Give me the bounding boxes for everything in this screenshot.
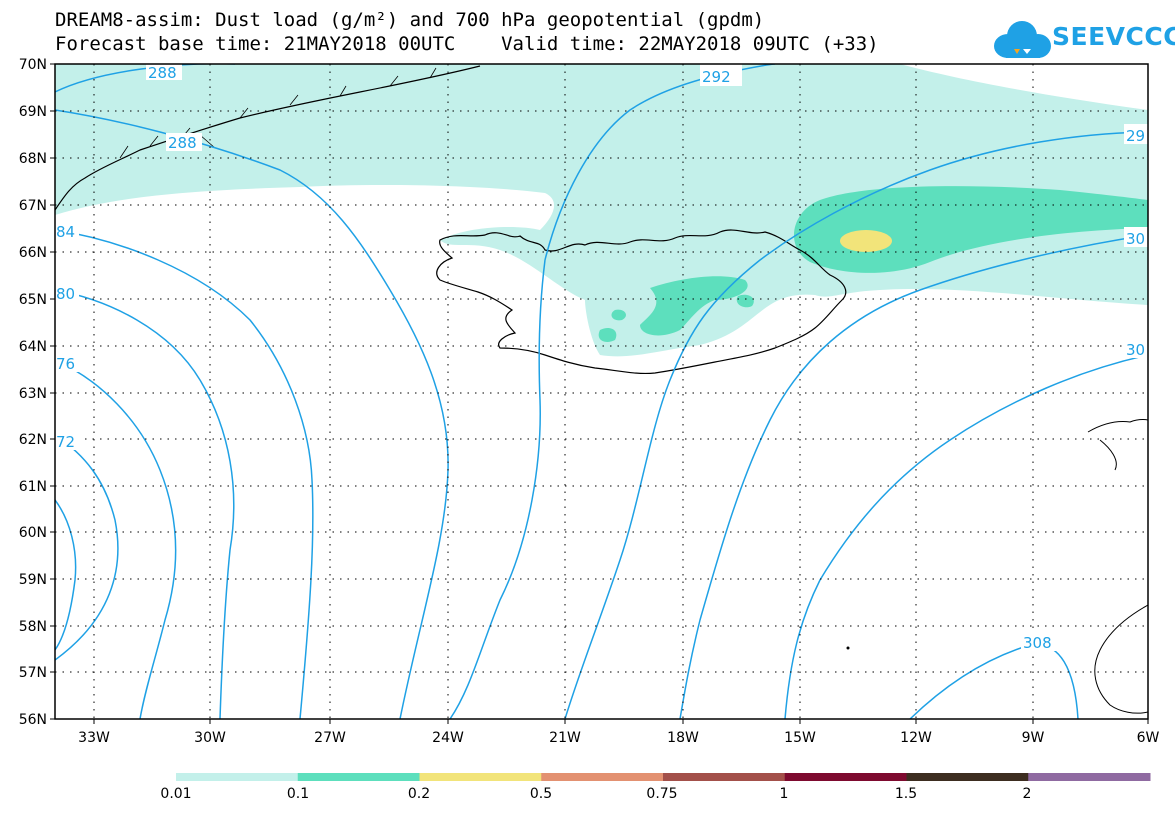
colorbar-tick-label: 2 (1022, 786, 1032, 802)
colorbar-segment (176, 773, 299, 781)
contour-label: 288 (168, 134, 197, 152)
contour-292 (544, 64, 776, 261)
lat-label: 56N (19, 712, 47, 728)
colorbar-tick-label: 0.75 (646, 786, 678, 802)
colorbar-segment (541, 773, 664, 781)
contour-labels: 288 288 292 29 30 30 308 84 80 76 72 (55, 64, 1148, 652)
contour-288a (55, 64, 235, 93)
lat-label: 67N (19, 198, 47, 214)
contour-300 (679, 234, 1148, 719)
contour-label: 292 (702, 68, 731, 86)
contour-label: 30 (1126, 230, 1145, 248)
colorbar-tick-label: 0.1 (286, 786, 310, 802)
lon-label: 27W (314, 730, 346, 746)
colorbar-tick-label: 0.01 (160, 786, 192, 802)
contour-label: 288 (148, 64, 177, 82)
dust-area-medium-iceland-4 (598, 328, 617, 342)
island-dot (846, 646, 850, 650)
lon-label: 21W (549, 730, 581, 746)
contour-label: 29 (1126, 127, 1145, 145)
contour-276 (55, 359, 177, 719)
contour-296 (564, 131, 1148, 719)
colorbar-tick-label: 1.5 (894, 786, 918, 802)
lat-label: 68N (19, 151, 47, 167)
contour-280 (55, 289, 235, 719)
dust-area-medium-iceland-3 (736, 294, 754, 308)
scotland-coastline (1094, 604, 1148, 714)
contour-284 (55, 229, 314, 719)
lon-label: 18W (667, 730, 699, 746)
faroe-coastline (1087, 419, 1148, 471)
contour-304 (784, 354, 1148, 719)
colorbar-tick-label: 1 (779, 786, 789, 802)
lat-label: 61N (19, 479, 47, 495)
ticks (50, 63, 1149, 724)
lon-label: 6W (1137, 730, 1160, 746)
contour-272 (55, 434, 119, 661)
contour-292b (449, 259, 546, 719)
dust-area-medium-east (793, 186, 1148, 273)
lat-label: 70N (19, 57, 47, 73)
dust-area-high (840, 230, 892, 252)
dust-area-light-north (55, 64, 1148, 357)
colorbar-segment (663, 773, 786, 781)
contour-label: 76 (56, 355, 75, 373)
latitude-labels: 70N 69N 68N 67N 66N 65N 64N 63N 62N 61N … (19, 57, 47, 728)
dust-area-medium-iceland (640, 276, 748, 336)
lon-label: 15W (784, 730, 816, 746)
lat-label: 58N (19, 619, 47, 635)
lat-label: 66N (19, 245, 47, 261)
chart-subtitle: Forecast base time: 21MAY2018 00UTC Vali… (55, 33, 879, 55)
contour-label: 308 (1023, 634, 1052, 652)
dust-area-medium-iceland-2 (611, 309, 626, 321)
lon-label: 9W (1022, 730, 1045, 746)
lon-label: 30W (194, 730, 226, 746)
colorbar-segment (784, 773, 907, 781)
contour-268 (55, 499, 77, 651)
contour-label: 30 (1126, 341, 1145, 359)
lon-label: 12W (900, 730, 932, 746)
iceland-coastline (436, 229, 847, 375)
contour-label: 72 (56, 433, 75, 451)
lat-label: 59N (19, 572, 47, 588)
colorbar-segment (297, 773, 420, 781)
colorbar-tick-label: 0.2 (407, 786, 431, 802)
cloud-icon (994, 21, 1051, 58)
lat-label: 57N (19, 665, 47, 681)
colorbar-tick-label: 0.5 (529, 786, 553, 802)
lat-label: 60N (19, 525, 47, 541)
lat-label: 69N (19, 104, 47, 120)
seevccc-logo (994, 21, 1051, 58)
chart-title: DREAM8-assim: Dust load (g/m²) and 700 h… (55, 9, 765, 31)
lat-label: 62N (19, 432, 47, 448)
map-frame (54, 63, 1149, 720)
colorbar (176, 773, 1151, 781)
colorbar-segment (419, 773, 542, 781)
contour-label: 80 (56, 285, 75, 303)
greenland-coastline (55, 65, 481, 211)
lon-label: 33W (78, 730, 110, 746)
contours (55, 64, 1148, 719)
lat-label: 63N (19, 386, 47, 402)
longitude-labels: 33W 30W 27W 24W 21W 18W 15W 12W 9W 6W (78, 730, 1159, 746)
lat-label: 64N (19, 339, 47, 355)
colorbar-segment (906, 773, 1029, 781)
lat-label: 65N (19, 292, 47, 308)
lon-label: 24W (432, 730, 464, 746)
logo-text: SEEVCCC (1052, 22, 1175, 51)
colorbar-segment (1028, 773, 1151, 781)
contour-label: 84 (56, 223, 75, 241)
